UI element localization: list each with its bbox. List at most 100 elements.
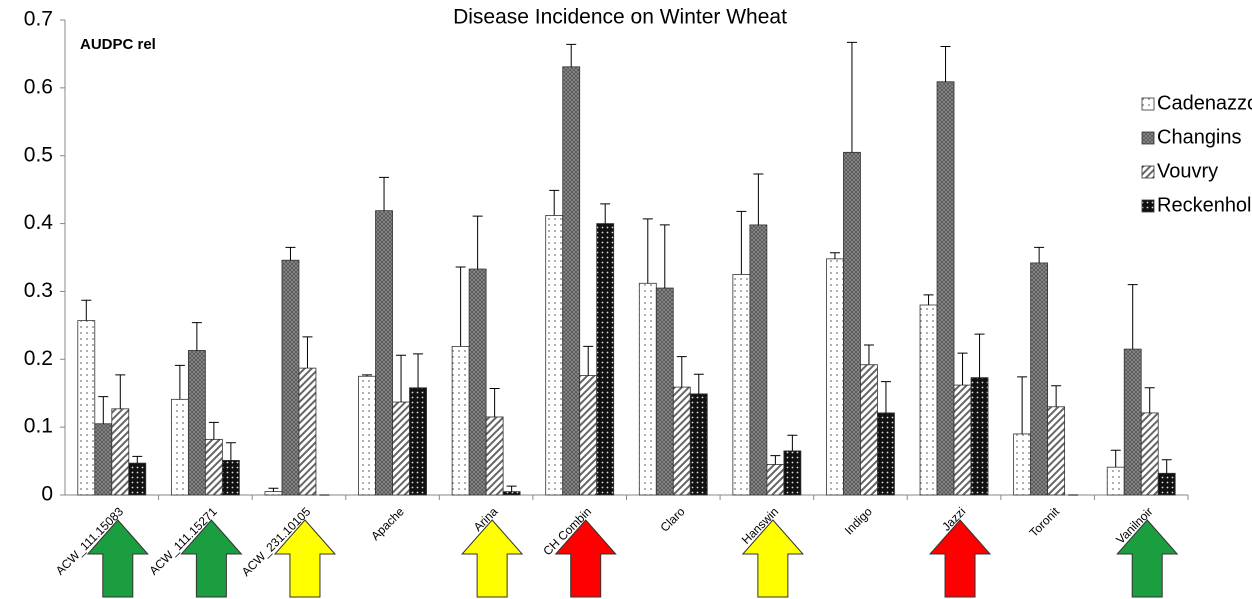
arrow	[273, 519, 337, 598]
error-bar	[396, 354, 407, 403]
bar	[1140, 412, 1159, 496]
bar	[579, 375, 598, 496]
bar	[451, 345, 470, 496]
error-bar	[1144, 387, 1155, 413]
error-bar	[1034, 246, 1045, 263]
x-tick-label: Apache	[368, 504, 407, 543]
error-bar	[880, 381, 891, 413]
error-bar	[566, 43, 577, 67]
error-bar	[455, 266, 466, 347]
arrow	[928, 519, 992, 598]
bar	[732, 274, 751, 496]
error-bar	[829, 252, 840, 259]
chart-title: Disease Incidence on Winter Wheat	[453, 6, 787, 29]
error-bar	[957, 352, 968, 386]
error-bar	[693, 373, 704, 394]
bar	[1013, 433, 1032, 496]
y-tick-label: 0.2	[24, 347, 53, 370]
bar	[375, 210, 393, 496]
bar	[545, 215, 564, 496]
arrow	[554, 519, 617, 598]
x-tick-label: Claro	[657, 504, 687, 534]
bar	[409, 387, 427, 496]
bar	[1157, 472, 1176, 496]
bar	[170, 398, 189, 496]
error-bar	[1017, 376, 1028, 434]
bar	[826, 258, 844, 496]
bar	[860, 364, 878, 496]
error-bar	[472, 215, 483, 270]
bar	[1030, 262, 1049, 496]
bar	[221, 459, 240, 496]
error-bar	[642, 218, 653, 284]
bar	[187, 350, 206, 496]
error-bar	[208, 421, 219, 440]
error-bar	[1127, 284, 1138, 350]
arrow	[1116, 519, 1179, 598]
error-bar	[132, 455, 143, 464]
legend-label: Cadenazzo	[1157, 92, 1252, 114]
bar	[877, 412, 895, 496]
bar	[468, 268, 487, 496]
error-bar	[285, 246, 296, 261]
bar	[77, 320, 96, 496]
bar	[111, 408, 130, 496]
error-bar	[191, 322, 202, 351]
arrow	[86, 519, 149, 598]
error-bar	[846, 41, 857, 153]
y-tick-label: 0.1	[24, 415, 53, 438]
legend-label: Changins	[1157, 126, 1242, 148]
bar	[919, 304, 938, 496]
bar	[783, 450, 802, 496]
error-bar	[302, 336, 313, 369]
error-bar	[115, 374, 126, 409]
error-bar	[413, 353, 424, 388]
error-bar	[489, 387, 500, 417]
error-bar	[1051, 385, 1062, 407]
error-bar	[379, 176, 390, 211]
legend-swatch	[1141, 97, 1155, 111]
bar	[970, 377, 989, 496]
error-bar	[940, 45, 951, 82]
legend-swatch	[1141, 199, 1155, 213]
bar	[485, 416, 504, 496]
error-bar	[1161, 459, 1172, 474]
error-bar	[770, 455, 781, 465]
error-bar	[81, 299, 92, 321]
bar	[655, 287, 674, 496]
bar	[936, 81, 955, 496]
bar	[1047, 406, 1066, 496]
bar	[766, 464, 785, 496]
error-bar	[787, 434, 798, 451]
error-bar	[98, 396, 109, 424]
legend-label: Vouvry	[1157, 160, 1218, 182]
bar	[953, 384, 972, 496]
error-bar	[600, 203, 611, 224]
arrow	[461, 519, 524, 598]
bar	[689, 393, 708, 496]
error-bar	[974, 333, 985, 378]
y-tick-label: 0.7	[24, 8, 53, 31]
y-tick-label: 0	[41, 483, 53, 506]
arrow	[180, 519, 243, 598]
y-tick-label: 0.3	[24, 279, 53, 302]
bar	[843, 151, 861, 496]
bar	[204, 438, 223, 496]
error-bar	[676, 356, 687, 388]
bar	[392, 401, 410, 496]
error-bar	[268, 487, 279, 492]
bar	[638, 282, 657, 496]
arrow	[741, 519, 804, 598]
error-bar	[659, 224, 670, 289]
bar	[749, 224, 768, 496]
legend-swatch	[1141, 165, 1155, 179]
bar	[562, 66, 581, 496]
error-bar	[736, 210, 747, 275]
error-bar	[362, 374, 373, 377]
y-tick-label: 0.5	[24, 143, 53, 166]
bar	[298, 367, 317, 496]
y-tick-label: 0.4	[24, 211, 54, 234]
error-bar	[506, 485, 517, 492]
bar	[1106, 466, 1125, 496]
